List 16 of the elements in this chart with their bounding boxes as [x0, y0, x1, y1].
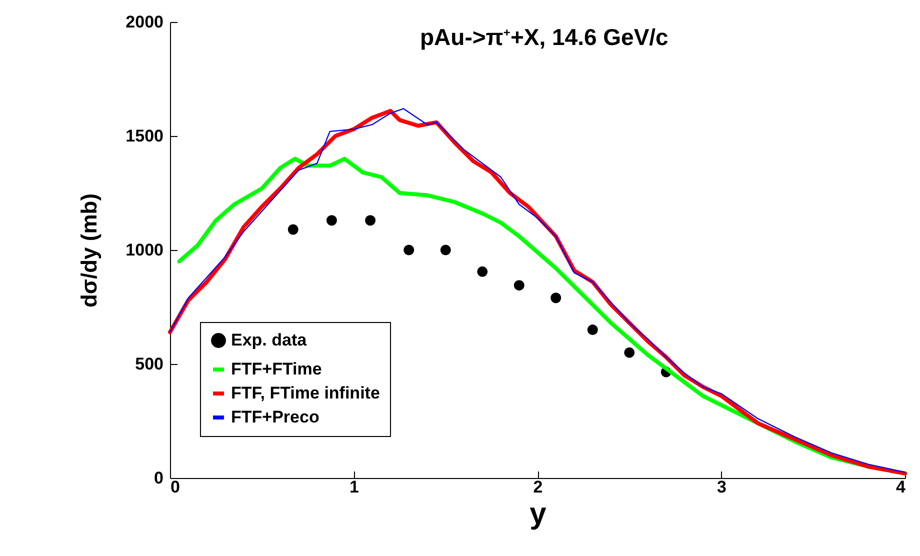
y-tick-label: 1500: [126, 126, 164, 146]
y-tick-label: 500: [135, 354, 164, 374]
x-tick-label: 3: [717, 478, 726, 496]
y-tick-label: 2000: [126, 12, 164, 32]
legend-label: FTF+FTime: [231, 360, 322, 378]
x-tick-label: 0: [170, 478, 180, 496]
x-tick-label: 4: [896, 478, 906, 496]
y-axis-title: dσ/dy (mb): [76, 193, 102, 308]
x-axis-title: y: [530, 498, 547, 530]
x-tick-label: 1: [350, 478, 359, 496]
legend-label: FTF+Preco: [231, 408, 320, 426]
legend-label: FTF, FTime infinite: [231, 384, 380, 402]
chart-title: pAu->π$^{+}$+X, 14.6 GeV/c: [420, 24, 668, 51]
x-tick-label: 2: [533, 478, 543, 496]
y-tick-label: 1000: [126, 240, 164, 260]
legend-label: Exp. data: [231, 330, 308, 350]
